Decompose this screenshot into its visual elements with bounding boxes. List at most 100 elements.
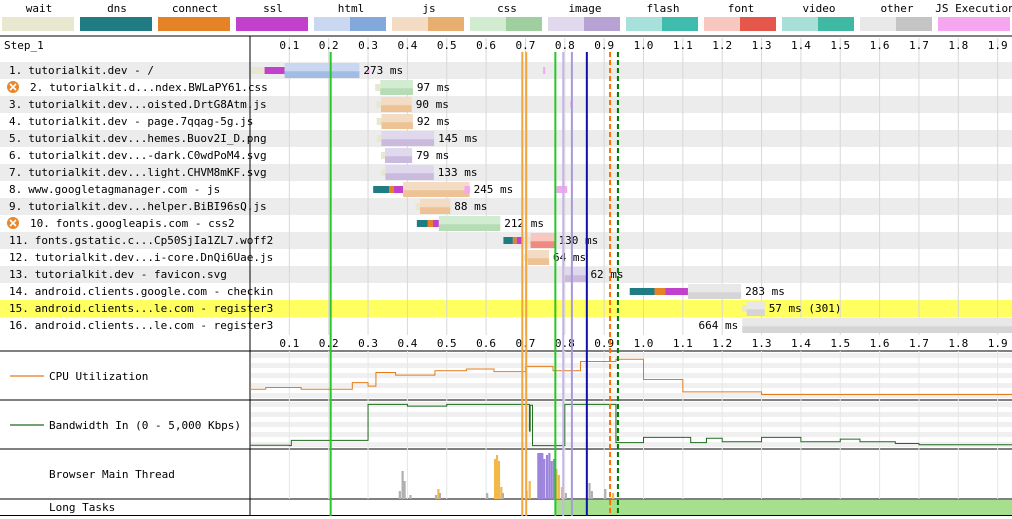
axis-tick-label: 0.3: [358, 337, 378, 350]
request-duration: 245 ms: [474, 183, 514, 196]
row-background: [0, 215, 1012, 232]
axis-tick-label: 1.4: [791, 337, 811, 350]
main-thread-bar: [545, 455, 549, 499]
request-bar: 273 ms: [251, 63, 546, 78]
bar-segment-connect: [427, 220, 433, 227]
bar-segment-ssl: [432, 220, 439, 227]
main-thread-bar: [500, 487, 503, 499]
main-thread-bar: [557, 475, 560, 499]
js-execution-mark: [464, 186, 470, 193]
bar-segment-js-shade: [381, 105, 412, 112]
request-bar: 283 ms: [629, 284, 785, 299]
axis-tick-label: 0.6: [476, 337, 496, 350]
axis-tick-label: 1.2: [712, 39, 732, 52]
axis-tick-label: 1.3: [752, 39, 772, 52]
request-name: www.googletagmanager.com - js: [28, 183, 220, 196]
request-number: 13.: [9, 268, 29, 281]
main-thread-bar: [539, 453, 542, 499]
request-number: 7.: [9, 166, 22, 179]
legend-label: image: [568, 2, 601, 15]
bar-segment-html-shade: [284, 71, 360, 78]
long-tasks-label: Long Tasks: [49, 501, 115, 514]
bar-segment-connect: [512, 237, 517, 244]
request-number: 3.: [9, 98, 22, 111]
legend-swatch: [938, 17, 1010, 31]
request-duration: 130 ms: [559, 234, 599, 247]
axis-tick-label: 0.8: [555, 39, 575, 52]
legend-label: html: [338, 2, 365, 15]
legend-swatch: [626, 17, 698, 31]
bar-segment-font-shade: [530, 241, 555, 248]
legend-item-other: other: [860, 2, 932, 31]
bar-segment-js-shade: [419, 207, 451, 214]
axis-tick-label: 1.0: [634, 39, 654, 52]
request-number: 1.: [9, 64, 22, 77]
request-bar: 130 ms: [503, 233, 598, 248]
bandwidth-series-line: [250, 403, 1012, 447]
axis-tick-label: 0.1: [279, 39, 299, 52]
bar-segment-js-shade: [527, 258, 550, 265]
request-duration: 283 ms: [745, 285, 785, 298]
bar-segment-other-shade: [746, 309, 765, 316]
request-duration: 145 ms: [438, 132, 478, 145]
pane-stripe: [251, 373, 1012, 378]
request-duration: 664 ms: [699, 319, 739, 332]
legend-label: dns: [107, 2, 127, 15]
axis-tick-label: 0.8: [555, 337, 575, 350]
bar-segment-other-shade: [687, 292, 742, 299]
request-duration: 273 ms: [363, 64, 403, 77]
legend-swatch: [236, 17, 308, 31]
bar-segment-js-shade: [403, 190, 470, 197]
main-thread-bar: [528, 481, 531, 499]
bar-segment-dns: [503, 237, 513, 244]
request-name: tutorialkit.dev...-dark.C0wdPoM4.svg: [28, 149, 266, 162]
request-number: 12.: [9, 251, 29, 264]
main-thread-bar: [541, 453, 544, 499]
bar-segment-ssl: [394, 186, 404, 193]
bar-segment-css-shade: [438, 224, 501, 231]
row-background: [0, 113, 1012, 130]
request-name: tutorialkit.dev - /: [28, 64, 154, 77]
main-thread-bar: [401, 471, 404, 499]
step-label: Step_1: [4, 39, 44, 52]
request-number: 15.: [9, 302, 29, 315]
request-number: 10.: [30, 217, 50, 230]
request-bar: 88 ms: [415, 199, 487, 214]
legend-item-connect: connect: [158, 2, 230, 31]
main-thread-label: Browser Main Thread: [49, 468, 175, 481]
request-label: 14. android.clients.google.com - checkin: [9, 285, 273, 298]
row-background: [0, 96, 1012, 113]
request-bar: 212 ms: [416, 216, 544, 231]
main-thread-bar: [560, 487, 564, 499]
request-label: 11. fonts.gstatic.c...Cp50SjIa1ZL7.woff2: [9, 234, 273, 247]
axis-tick-label: 1.5: [830, 337, 850, 350]
main-thread-bar: [497, 461, 501, 499]
main-thread-bar: [434, 495, 438, 499]
main-thread-activity: [398, 453, 615, 499]
main-thread-bar: [438, 493, 442, 499]
bar-segment-image-shade: [385, 173, 434, 180]
legend-swatch: [392, 17, 464, 31]
request-bar: 145 ms: [377, 131, 478, 146]
request-number: 4.: [9, 115, 22, 128]
request-name: tutorialkit.dev - page.7qqag-5g.js: [28, 115, 253, 128]
pane-stripe: [251, 422, 1012, 427]
request-duration: 57 ms (301): [769, 302, 842, 315]
pane-stripe: [251, 412, 1012, 417]
row-background: [0, 147, 1012, 164]
request-label: 15. android.clients...le.com - register3: [9, 302, 273, 315]
request-label: 3. tutorialkit.dev...oisted.DrtG8Atm.js: [9, 98, 267, 111]
bar-segment-image-shade: [384, 156, 413, 163]
legend-item-wait: wait: [2, 2, 74, 31]
legend-swatch: [158, 17, 230, 31]
request-label: 8. www.googletagmanager.com - js: [9, 183, 220, 196]
axis-tick-label: 1.7: [909, 337, 929, 350]
bar-segment-connect: [654, 288, 666, 295]
request-name: tutorialkit.dev...oisted.DrtG8Atm.js: [28, 98, 266, 111]
request-bar: 664 ms: [699, 318, 1012, 333]
request-name: android.clients...le.com - register3: [35, 302, 273, 315]
request-name: tutorialkit.d...ndex.BWLaPY61.css: [49, 81, 268, 94]
row-background: [0, 266, 1012, 283]
legend-swatch: [314, 17, 386, 31]
